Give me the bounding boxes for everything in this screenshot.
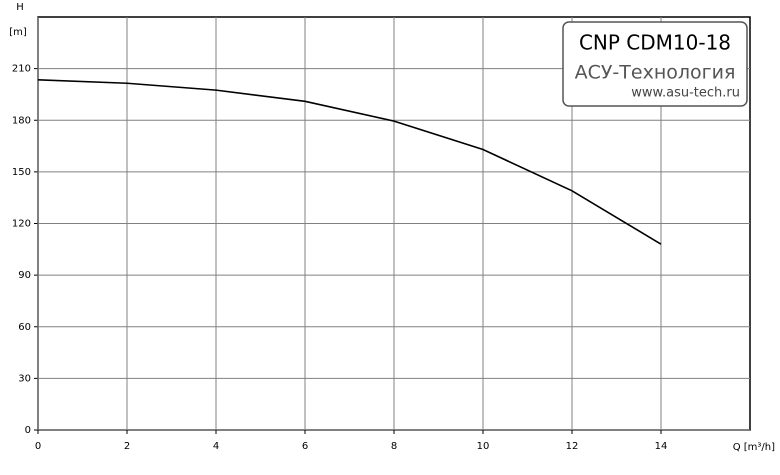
x-tick-label: 10 xyxy=(477,441,490,452)
y-tick-label: 0 xyxy=(25,425,31,436)
y-tick-label: 120 xyxy=(12,219,31,230)
x-tick-label: 14 xyxy=(655,441,668,452)
x-tick-label: 2 xyxy=(124,441,130,452)
company: АСУ-Технология xyxy=(575,62,736,84)
y-tick-label: 210 xyxy=(12,64,31,75)
y-tick-label: 30 xyxy=(18,373,31,384)
logo-box xyxy=(562,21,748,107)
x-tick-label: 6 xyxy=(302,441,308,452)
y-tick-label: 60 xyxy=(18,322,31,333)
x-label: Q [m³/h] xyxy=(733,442,775,453)
y-unit: [m] xyxy=(9,27,27,38)
y-tick-label: 90 xyxy=(18,270,31,281)
x-tick-label: 0 xyxy=(35,441,41,452)
y-tick-label: 180 xyxy=(12,115,31,126)
url: www.asu-tech.ru xyxy=(631,86,740,101)
curve xyxy=(37,79,662,245)
y-tick-label: 150 xyxy=(12,167,31,178)
marks: 0 30 60 90 120 150 180 210 0 2 4 6 8 10 12 14 xyxy=(12,17,750,452)
y-label: H xyxy=(16,2,24,13)
x-tick-label: 12 xyxy=(566,441,579,452)
model-title: CNP CDM10-18 xyxy=(579,31,731,55)
x-tick-label: 4 xyxy=(213,441,219,452)
x-tick-label: 8 xyxy=(391,441,397,452)
